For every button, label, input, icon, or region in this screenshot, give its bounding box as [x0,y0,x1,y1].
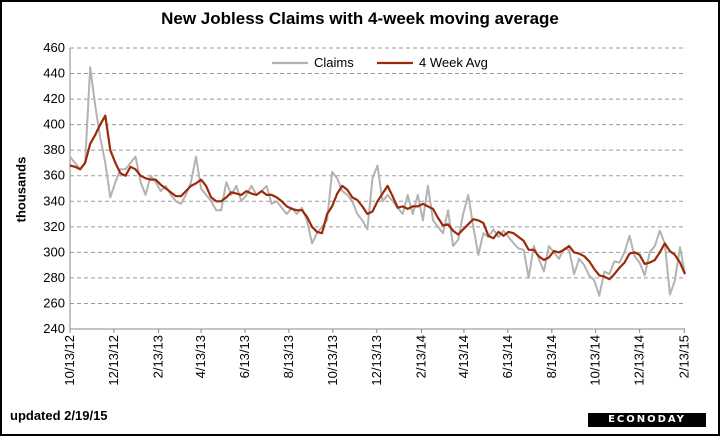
x-tick-label-14: 2/13/15 [676,335,691,378]
x-tick-label-7: 12/13/13 [369,335,384,386]
y-tick-label-420: 420 [43,91,65,106]
x-tick-label-4: 6/13/13 [237,335,252,378]
x-tick-label-5: 8/13/13 [281,335,296,378]
y-tick-label-340: 340 [43,193,65,208]
series-line-claims [69,66,686,297]
y-tick-label-380: 380 [43,142,65,157]
x-tick-label-10: 6/13/14 [500,335,515,378]
updated-note: updated 2/19/15 [10,408,108,423]
series-line-avg [69,114,687,281]
x-tick-label-11: 8/13/14 [544,335,559,378]
y-tick-label-260: 260 [43,295,65,310]
x-tick-label-0: 10/13/12 [62,335,77,386]
legend-label-claims: Claims [314,55,354,70]
x-tick-label-9: 4/13/14 [456,335,471,378]
y-tick-label-280: 280 [43,270,65,285]
econoday-logo: ECONODAY [588,413,706,427]
y-tick-label-400: 400 [43,117,65,132]
y-tick-label-320: 320 [43,219,65,234]
x-tick-label-3: 4/13/13 [193,335,208,378]
x-tick-label-8: 2/13/14 [413,335,428,378]
x-tick-label-12: 10/13/14 [588,335,603,386]
y-tick-label-460: 460 [43,40,65,55]
y-tick-label-300: 300 [43,244,65,259]
y-tick-label-240: 240 [43,321,65,336]
y-tick-label-440: 440 [43,66,65,81]
x-tick-label-6: 10/13/13 [325,335,340,386]
x-tick-label-13: 12/13/14 [632,335,647,386]
chart-title: New Jobless Claims with 4-week moving av… [161,9,559,28]
x-tick-label-1: 12/13/12 [106,335,121,386]
legend-label-avg: 4 Week Avg [419,55,488,70]
x-tick-label-2: 2/13/13 [151,335,166,378]
y-tick-label-360: 360 [43,168,65,183]
